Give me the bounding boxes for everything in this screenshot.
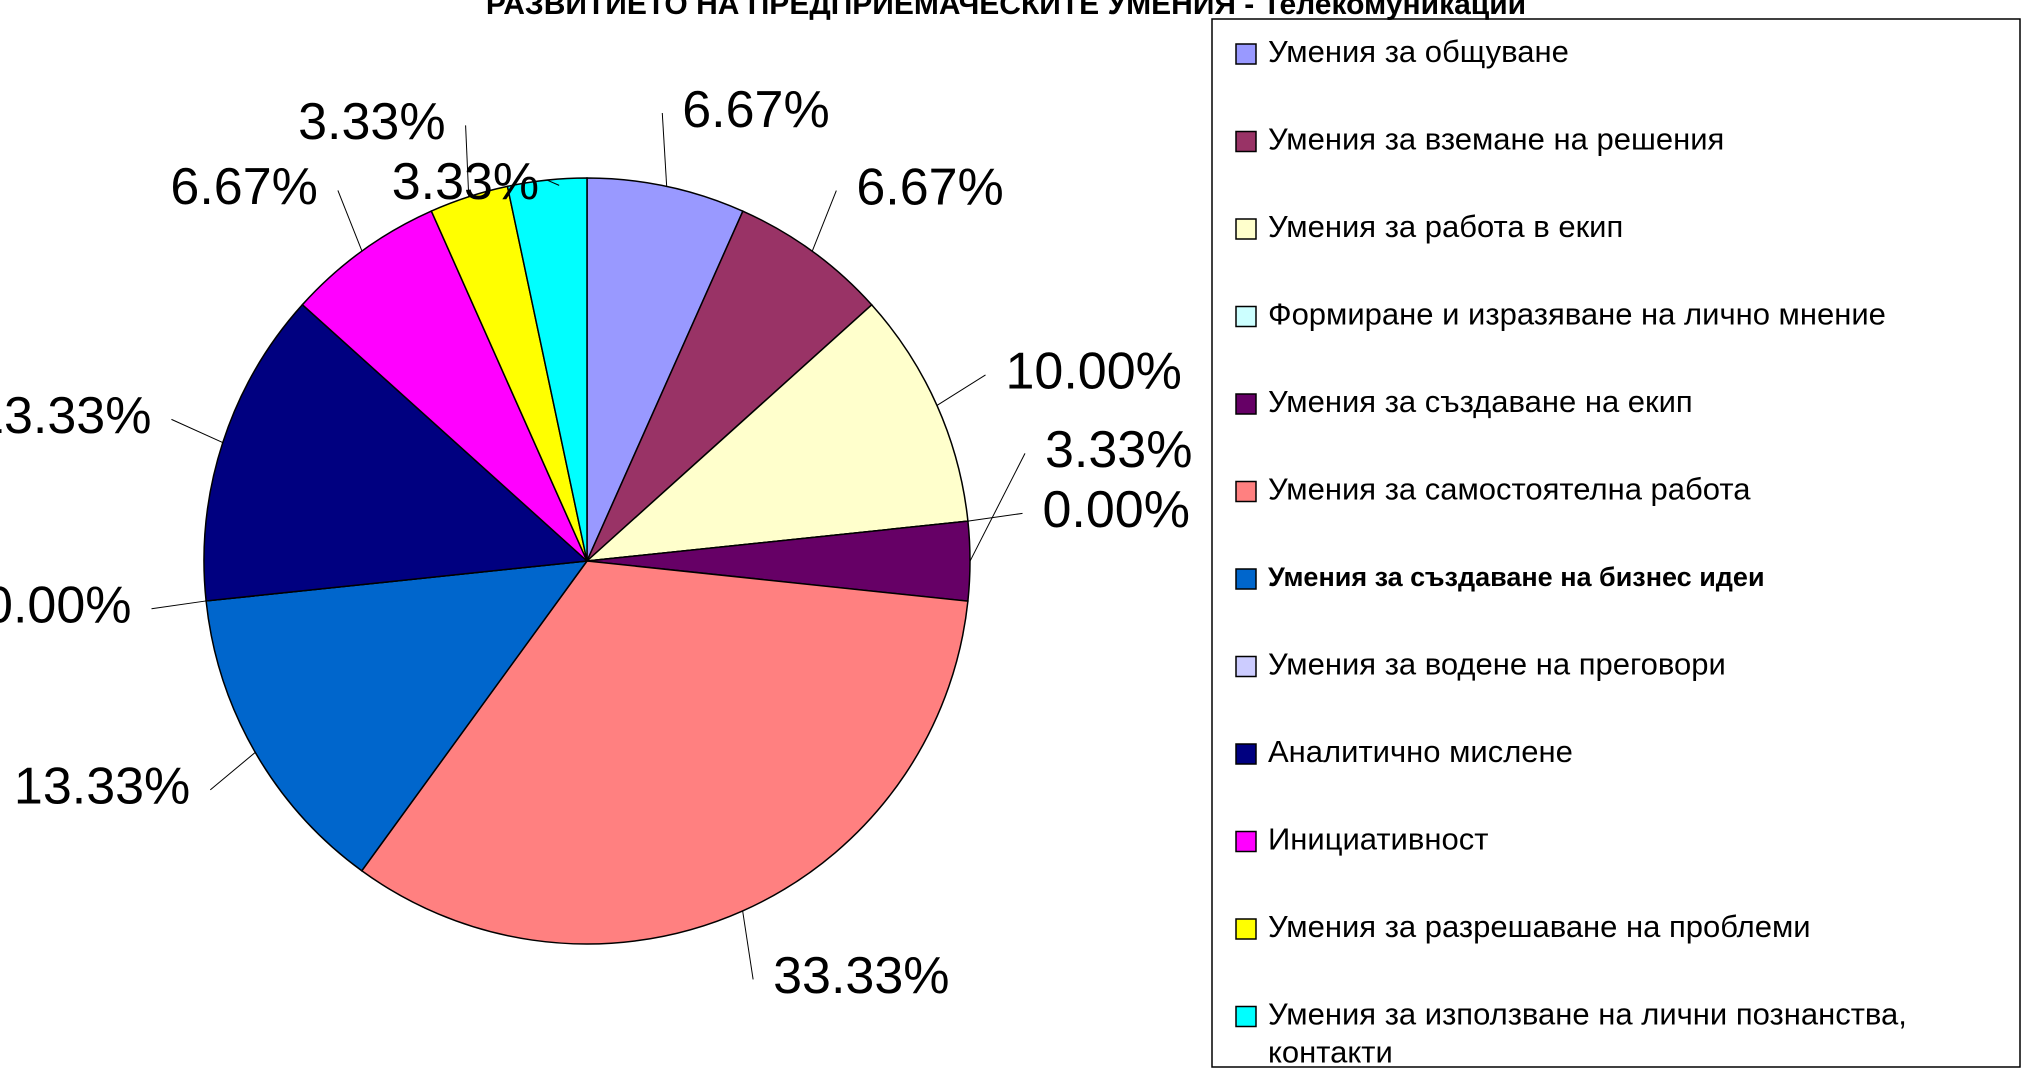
legend-label-line: контакти	[1268, 1035, 1393, 1069]
legend-label: Умения за водене на преговори	[1268, 647, 1726, 682]
data-label: 6.67%	[682, 81, 829, 139]
legend-label: Аналитично мислене	[1268, 734, 1573, 769]
legend-swatch	[1235, 655, 1257, 678]
legend-label: Умения за вземане на решения	[1268, 122, 1724, 157]
leader-line	[936, 374, 986, 406]
leader-line	[811, 190, 837, 252]
legend-swatch	[1235, 305, 1257, 328]
legend-swatch	[1235, 480, 1257, 503]
legend-swatch	[1235, 1005, 1257, 1028]
legend-swatch	[1235, 393, 1257, 415]
legend-box	[1211, 18, 2021, 1068]
legend-label: Умения за използване на лични познанства…	[1268, 997, 1907, 1069]
data-label: 13.33%	[0, 387, 151, 445]
legend-label: Формиране и изразяване на лично мнение	[1268, 297, 1886, 332]
data-label: 0.00%	[0, 576, 131, 634]
legend-label: Умения за работа в екип	[1268, 209, 1623, 244]
legend-swatch	[1235, 218, 1257, 240]
data-label: 3.33%	[1045, 421, 1192, 479]
pie-slice	[584, 303, 969, 562]
legend-swatch	[1235, 43, 1257, 65]
legend-swatch	[1235, 130, 1257, 153]
legend-swatch	[1235, 918, 1257, 940]
legend-label: Умения за разрешаване на проблеми	[1268, 909, 1811, 944]
leader-line	[465, 125, 470, 197]
data-label: 10.00%	[1006, 343, 1182, 401]
legend-label: Инициативност	[1268, 822, 1488, 857]
data-label: 3.33%	[298, 93, 445, 151]
legend-label: Умения за общуване	[1268, 34, 1569, 69]
data-label: 33.33%	[773, 947, 949, 1005]
legend-swatch	[1235, 830, 1257, 853]
legend-swatch	[1235, 568, 1257, 590]
leader-line	[967, 512, 1023, 522]
data-label: 0.00%	[1043, 481, 1190, 539]
legend-label: Умения за самостоятелна работа	[1268, 472, 1751, 507]
chart-title: РАЗВИТИЕТО НА ПРЕДПРИЕМАЧЕСКИТЕ УМЕНИЯ -…	[486, 0, 1526, 21]
leader-line	[742, 910, 754, 980]
legend-label: Умения за създаване на бизнес идеи	[1268, 562, 1765, 592]
leader-line	[171, 418, 223, 444]
legend-label: Умения за създаване на екип	[1268, 384, 1693, 419]
data-label: 13.33%	[14, 758, 190, 816]
data-label: 3.33%	[392, 153, 539, 211]
leader-line	[337, 190, 363, 252]
data-label: 6.67%	[170, 158, 317, 216]
leader-line	[969, 453, 1026, 562]
legend-swatch	[1235, 743, 1257, 765]
data-label: 6.67%	[856, 158, 1003, 216]
legend-label-line: Умения за използване на лични познанства…	[1268, 997, 1907, 1032]
leader-line	[209, 752, 256, 791]
leader-line	[546, 179, 560, 186]
leader-line	[661, 112, 668, 187]
leader-line	[151, 600, 207, 610]
